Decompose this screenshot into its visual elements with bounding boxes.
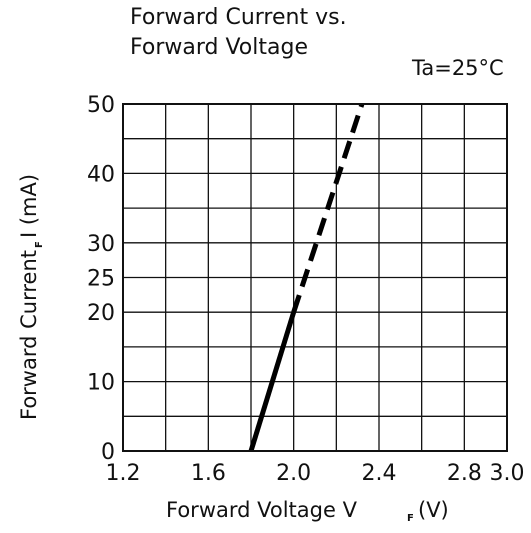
x-tick-label: 2.4 [362, 461, 397, 486]
y-tick-label: 10 [87, 371, 115, 396]
condition-label: Ta=25°C [411, 56, 504, 80]
y-axis-label-subscript: F [34, 241, 45, 248]
x-axis-label: Forward Voltage V [166, 498, 358, 522]
y-tick-label: 40 [87, 162, 115, 187]
y-tick-label: 20 [87, 301, 115, 326]
plot-frame [122, 103, 508, 452]
y-tick-label: 30 [87, 232, 115, 257]
series-line-solid [248, 311, 297, 452]
y-tick-label: 0 [101, 440, 115, 465]
y-tick-label: 50 [87, 93, 115, 118]
x-tick-label: 2.0 [276, 461, 311, 486]
y-axis-label-unit: I (mA) [17, 174, 41, 238]
x-tick-label: 1.2 [106, 461, 141, 486]
series-lines [248, 103, 365, 452]
series-line-dashed [291, 103, 365, 313]
grid [122, 103, 508, 452]
x-tick-label: 3.0 [490, 461, 525, 486]
y-tick-label: 25 [87, 267, 115, 292]
chart-title-line1: Forward Current vs. [130, 5, 347, 30]
x-axis-label-subscript: F [407, 513, 414, 524]
x-tick-label: 2.8 [447, 461, 482, 486]
chart-title-line2: Forward Voltage [130, 35, 308, 60]
tick-labels: 0 10 20 25 30 40 50 1.2 1.6 2.0 2.4 2.8 3.0 [87, 93, 525, 486]
x-axis-label-unit: (V) [418, 498, 449, 522]
x-tick-label: 1.6 [191, 461, 226, 486]
y-axis-label: Forward Current [17, 250, 41, 420]
